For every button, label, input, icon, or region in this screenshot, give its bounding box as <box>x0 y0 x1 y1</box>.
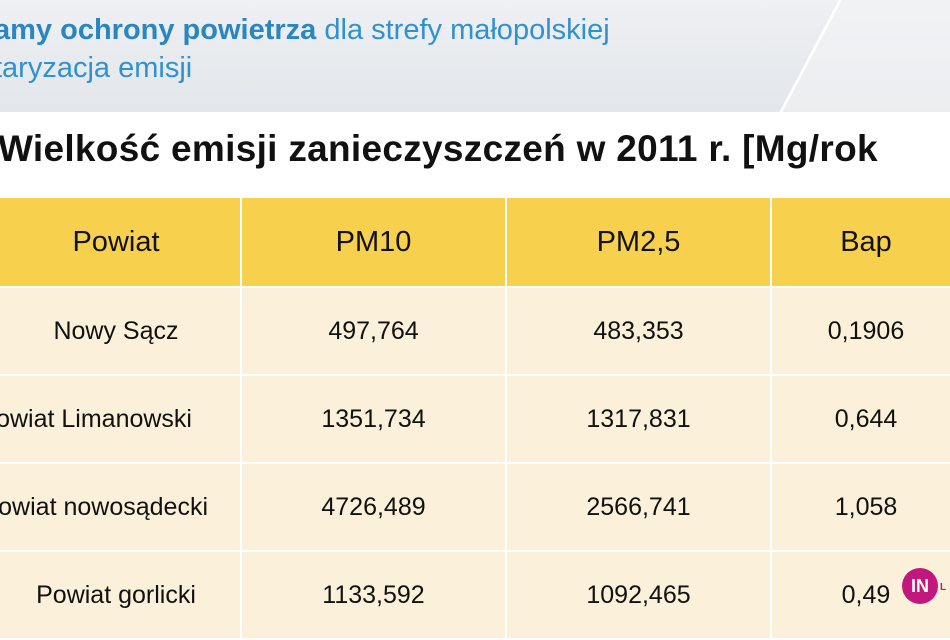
table-row: owiat nowosądecki 4726,489 2566,741 1,05… <box>0 462 950 552</box>
table-row: Powiat gorlicki 1133,592 1092,465 0,49 <box>0 550 950 640</box>
emission-table: Powiat PM10 PM2,5 Bap Nowy Sącz 497,764 … <box>0 196 950 640</box>
table-row: Nowy Sącz 497,764 483,353 0,1906 <box>0 286 950 376</box>
cell-powiat: Nowy Sącz <box>0 286 242 376</box>
header-title-bold: amy ochrony powietrza <box>0 14 317 46</box>
cell-powiat: owiat Limanowski <box>0 374 242 464</box>
slide-title: Wielkość emisji zanieczyszczeń w 2011 r.… <box>0 128 878 169</box>
cell-pm25: 2566,741 <box>505 462 772 552</box>
header-title-rest: dla strefy małopolskiej <box>316 14 610 46</box>
header-powiat: Powiat <box>0 196 242 288</box>
cell-pm25: 1092,465 <box>505 550 772 640</box>
header-title-line1: amy ochrony powietrza dla strefy małopol… <box>0 14 610 47</box>
cell-powiat: owiat nowosądecki <box>0 462 242 552</box>
slide-header: amy ochrony powietrza dla strefy małopol… <box>0 0 950 112</box>
cell-pm10: 1133,592 <box>240 550 507 640</box>
cell-pm10: 1351,734 <box>240 374 507 464</box>
watermark-logo-tail: L <box>940 582 947 593</box>
cell-pm25: 1317,831 <box>505 374 772 464</box>
cell-bap: 1,058 <box>770 462 950 552</box>
cell-bap: 0,1906 <box>770 286 950 376</box>
cell-bap: 0,644 <box>770 374 950 464</box>
header-pm25: PM2,5 <box>505 196 772 288</box>
watermark-logo: IN <box>902 568 938 604</box>
header-bap: Bap <box>770 196 950 288</box>
cell-powiat: Powiat gorlicki <box>0 550 242 640</box>
header-pm10: PM10 <box>240 196 507 288</box>
cell-pm25: 483,353 <box>505 286 772 376</box>
header-title-line2: taryzacja emisji <box>0 52 193 84</box>
table-row: owiat Limanowski 1351,734 1317,831 0,644 <box>0 374 950 464</box>
cell-pm10: 4726,489 <box>240 462 507 552</box>
cell-pm10: 497,764 <box>240 286 507 376</box>
table-header-row: Powiat PM10 PM2,5 Bap <box>0 196 950 288</box>
header-decoration <box>753 0 950 112</box>
